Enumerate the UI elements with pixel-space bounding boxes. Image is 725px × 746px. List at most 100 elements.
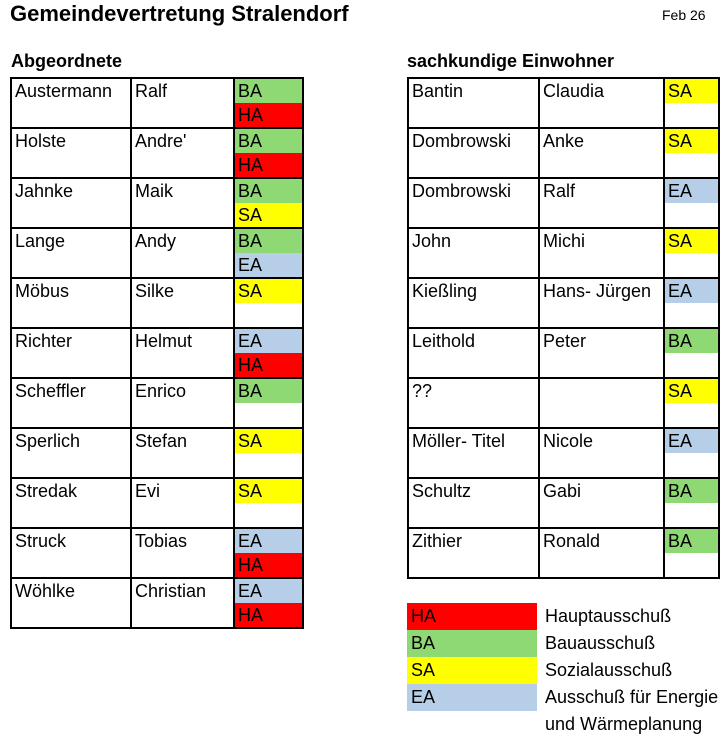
committee-badge-top: SA: [666, 230, 717, 253]
committee-badge-bottom: [236, 303, 301, 326]
committee-badge-top: BA: [666, 480, 717, 503]
first-name-cell: Andy: [130, 227, 235, 279]
last-name-cell: Austermann: [10, 77, 132, 129]
table-row: Austermann Ralf BA HA: [10, 77, 304, 129]
first-name-cell: Ralf: [130, 77, 235, 129]
committee-badge-bottom: SA: [236, 203, 301, 226]
committee-cell: SA: [663, 77, 720, 129]
committee-badge-bottom: [236, 403, 301, 426]
committee-cell: SA: [663, 127, 720, 179]
first-name-cell: Andre': [130, 127, 235, 179]
legend-label-line: Sozialausschuß: [545, 660, 673, 680]
committee-badge-top: SA: [236, 480, 301, 503]
committee-badge-top: EA: [666, 280, 717, 303]
committee-cell: SA: [233, 277, 304, 329]
legend-swatch: BA: [407, 630, 537, 657]
committee-badge-bottom: [666, 453, 717, 476]
last-name-cell: Lange: [10, 227, 132, 279]
committee-badge-top: BA: [666, 330, 717, 353]
first-name-cell: Helmut: [130, 327, 235, 379]
page-title: Gemeindevertretung Stralendorf: [10, 1, 349, 26]
legend-item: EA Ausschuß für Energie und Wärmeplanung: [407, 684, 718, 738]
first-name-cell: Silke: [130, 277, 235, 329]
table-row: Möbus Silke SA: [10, 277, 304, 329]
first-name-cell: Gabi: [538, 477, 665, 529]
abgeordnete-heading: Abgeordnete: [11, 51, 123, 71]
table-row: Leithold Peter BA: [407, 327, 720, 379]
abgeordnete-table: Austermann Ralf BA HA Holste Andre' BA H…: [10, 77, 304, 629]
committee-cell: SA: [663, 227, 720, 279]
committee-cell: SA: [233, 427, 304, 479]
committee-cell: EA: [663, 277, 720, 329]
legend-swatch: SA: [407, 657, 537, 684]
committee-badge-bottom: HA: [236, 153, 301, 176]
last-name-cell: ??: [407, 377, 540, 429]
last-name-cell: Richter: [10, 327, 132, 379]
table-row: Lange Andy BA EA: [10, 227, 304, 279]
table-row: Dombrowski Ralf EA: [407, 177, 720, 229]
first-name-cell: Anke: [538, 127, 665, 179]
committee-badge-top: BA: [236, 230, 301, 253]
committee-cell: BA HA: [233, 77, 304, 129]
committee-badge-top: SA: [666, 380, 717, 403]
legend-label: Ausschuß für Energie und Wärmeplanung: [537, 684, 718, 738]
table-row: Schultz Gabi BA: [407, 477, 720, 529]
committee-badge-top: EA: [666, 180, 717, 203]
committee-cell: BA: [663, 527, 720, 579]
committee-cell: EA: [663, 177, 720, 229]
last-name-cell: Jahnke: [10, 177, 132, 229]
first-name-cell: Ronald: [538, 527, 665, 579]
table-row: John Michi SA: [407, 227, 720, 279]
first-name-cell: Ralf: [538, 177, 665, 229]
last-name-cell: Möller- Titel: [407, 427, 540, 479]
last-name-cell: Dombrowski: [407, 177, 540, 229]
committee-cell: SA: [663, 377, 720, 429]
last-name-cell: Bantin: [407, 77, 540, 129]
legend-item: BA Bauausschuß: [407, 630, 718, 657]
committee-badge-bottom: [666, 253, 717, 276]
committee-cell: BA: [233, 377, 304, 429]
table-row: Sperlich Stefan SA: [10, 427, 304, 479]
last-name-cell: Zithier: [407, 527, 540, 579]
committee-badge-top: SA: [666, 80, 717, 103]
legend-label-line: Bauausschuß: [545, 633, 656, 653]
table-row: Dombrowski Anke SA: [407, 127, 720, 179]
last-name-cell: Dombrowski: [407, 127, 540, 179]
last-name-cell: Kießling: [407, 277, 540, 329]
committee-badge-bottom: [666, 503, 717, 526]
last-name-cell: Scheffler: [10, 377, 132, 429]
legend-label: Sozialausschuß: [537, 657, 672, 684]
legend-swatch: EA: [407, 684, 537, 711]
committee-badge-bottom: HA: [236, 553, 301, 576]
last-name-cell: Möbus: [10, 277, 132, 329]
table-row: Jahnke Maik BA SA: [10, 177, 304, 229]
committee-badge-bottom: [666, 103, 717, 126]
committee-cell: EA HA: [233, 327, 304, 379]
first-name-cell: Christian: [130, 577, 235, 629]
committee-badge-bottom: [666, 303, 717, 326]
last-name-cell: Holste: [10, 127, 132, 179]
committee-cell: BA: [663, 327, 720, 379]
committee-cell: EA: [663, 427, 720, 479]
committee-badge-bottom: EA: [236, 253, 301, 276]
committee-badge-bottom: HA: [236, 603, 301, 626]
abgeordnete-table-body: Austermann Ralf BA HA Holste Andre' BA H…: [10, 77, 304, 629]
sachkundige-einwohner-table-body: Bantin Claudia SA Dombrowski Anke SA Dom…: [407, 77, 720, 579]
first-name-cell: Nicole: [538, 427, 665, 479]
committee-badge-top: BA: [666, 530, 717, 553]
committee-badge-top: BA: [236, 180, 301, 203]
first-name-cell: Evi: [130, 477, 235, 529]
committee-badge-bottom: [666, 153, 717, 176]
committee-cell: EA HA: [233, 527, 304, 579]
legend-label-line: und Wärmeplanung: [545, 714, 703, 734]
legend-label: Bauausschuß: [537, 630, 655, 657]
committee-badge-top: BA: [236, 80, 301, 103]
last-name-cell: Schultz: [407, 477, 540, 529]
first-name-cell: Enrico: [130, 377, 235, 429]
table-row: Möller- Titel Nicole EA: [407, 427, 720, 479]
committee-badge-top: EA: [236, 330, 301, 353]
first-name-cell: [538, 377, 665, 429]
table-row: Zithier Ronald BA: [407, 527, 720, 579]
committee-cell: BA SA: [233, 177, 304, 229]
table-row: Scheffler Enrico BA: [10, 377, 304, 429]
